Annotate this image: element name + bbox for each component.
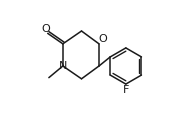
Text: O: O xyxy=(99,34,108,44)
Text: F: F xyxy=(123,85,129,95)
Text: N: N xyxy=(59,61,67,71)
Text: O: O xyxy=(42,24,50,34)
